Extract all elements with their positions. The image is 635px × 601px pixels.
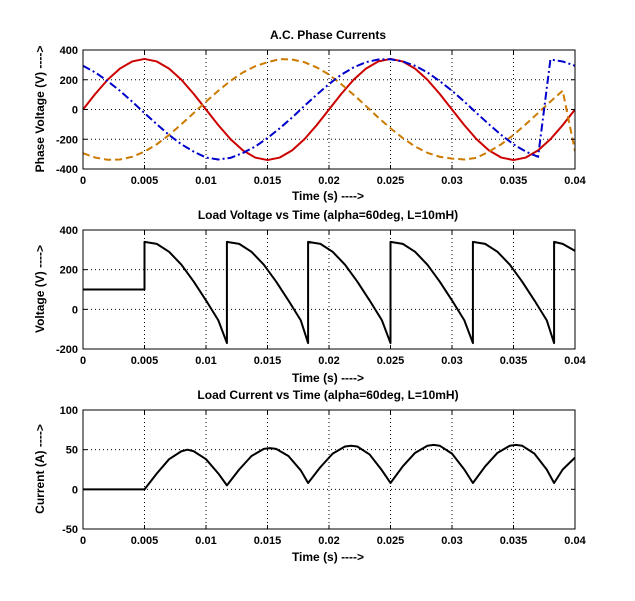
x-tick-label: 0.01 — [195, 535, 216, 547]
x-tick-label: 0.04 — [564, 175, 586, 187]
series-line-1 — [83, 443, 575, 491]
x-tick-label: 0.025 — [377, 355, 405, 367]
y-tick-label: 200 — [60, 75, 78, 87]
x-tick-label: 0.005 — [131, 355, 159, 367]
x-tick-label: 0.03 — [441, 535, 462, 547]
y-tick-label: 0 — [72, 304, 78, 316]
series-line-3 — [83, 58, 575, 161]
plot-area: 0 0.005 0.01 0.015 0.02 0.025 0.03 0.035 0.04 -20… — [56, 225, 587, 367]
x-tick-label: 0.01 — [195, 175, 216, 187]
x-tick-label: 0.035 — [500, 175, 528, 187]
panel-load-voltage: Load Voltage vs Time (alpha=60deg, L=10m… — [33, 208, 587, 385]
y-tick-label: -200 — [56, 344, 78, 356]
x-tick-label: 0.025 — [377, 175, 405, 187]
x-axis-label: Time (s) ----> — [292, 371, 364, 385]
series-line-2 — [83, 58, 575, 161]
y-tick-label: 50 — [66, 445, 78, 457]
y-axis-label: Voltage (V) ----> — [33, 245, 47, 333]
y-tick-label: 400 — [60, 225, 78, 237]
chart-title: Load Voltage vs Time (alpha=60deg, L=10m… — [198, 208, 458, 222]
plot-area: 0 0.005 0.01 0.015 0.02 0.025 0.03 0.035 0.04 -50… — [60, 405, 587, 547]
y-axis-label: Current (A) ----> — [33, 424, 47, 514]
x-tick-label: 0.04 — [564, 535, 586, 547]
y-tick-label: 200 — [60, 265, 78, 277]
y-tick-label: -50 — [62, 524, 78, 536]
panel-phase-currents: A.C. Phase Currents Time (s) ----> Phase… — [33, 28, 587, 203]
x-tick-label: 0.005 — [131, 175, 159, 187]
x-tick-label: 0.04 — [564, 355, 586, 367]
x-tick-label: 0.035 — [500, 355, 528, 367]
x-tick-label: 0.01 — [195, 355, 216, 367]
x-tick-label: 0.02 — [318, 175, 339, 187]
x-axis-label: Time (s) ----> — [292, 550, 364, 564]
y-tick-label: -400 — [56, 164, 78, 176]
chart-title: A.C. Phase Currents — [270, 28, 386, 42]
x-tick-label: 0.025 — [377, 535, 405, 547]
x-tick-label: 0.005 — [131, 535, 159, 547]
x-tick-label: 0.015 — [254, 175, 282, 187]
axes-background — [83, 410, 575, 529]
x-tick-label: 0.015 — [254, 535, 282, 547]
x-tick-label: 0.03 — [441, 175, 462, 187]
panel-load-current: Load Current vs Time (alpha=60deg, L=10m… — [33, 388, 587, 564]
series-line-1 — [83, 240, 575, 345]
x-tick-label: 0.035 — [500, 535, 528, 547]
y-axis-label: Phase Voltage (V) ----> — [33, 46, 47, 173]
x-tick-label: 0.015 — [254, 355, 282, 367]
x-tick-label: 0.02 — [318, 535, 339, 547]
x-tick-label: 0 — [80, 355, 86, 367]
x-tick-label: 0 — [80, 175, 86, 187]
axes-background — [83, 230, 575, 349]
x-tick-label: 0 — [80, 535, 86, 547]
y-tick-label: 400 — [60, 45, 78, 57]
y-tick-label: 0 — [72, 105, 78, 117]
y-tick-label: 100 — [60, 405, 78, 417]
y-tick-label: -200 — [56, 134, 78, 146]
plot-area: 0 0.005 0.01 0.015 0.02 0.025 0.03 0.035 0.04 -40… — [56, 45, 587, 187]
x-tick-label: 0.02 — [318, 355, 339, 367]
chart-title: Load Current vs Time (alpha=60deg, L=10m… — [197, 388, 458, 402]
x-axis-label: Time (s) ----> — [292, 189, 364, 203]
series-line-1 — [83, 57, 575, 162]
x-tick-label: 0.03 — [441, 355, 462, 367]
y-tick-label: 0 — [72, 484, 78, 496]
